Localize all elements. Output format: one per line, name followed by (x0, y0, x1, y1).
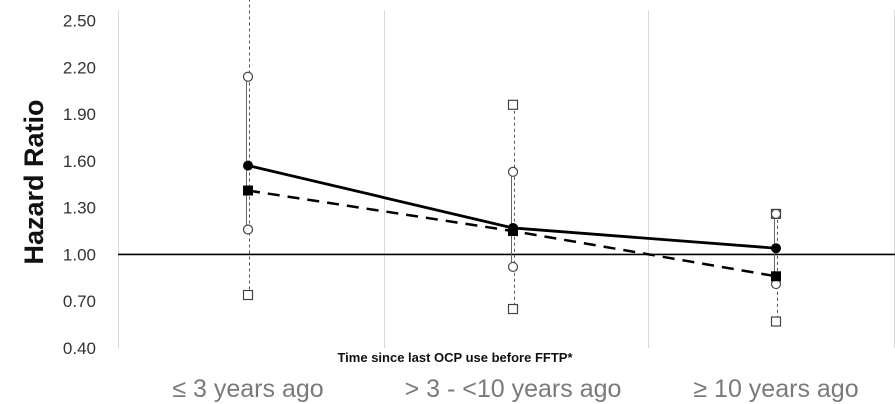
label-layer: ≤ 3 years ago > 3 - <10 years ago ≥ 10 yea… (172, 375, 858, 403)
ci-marker-circle (770, 208, 782, 220)
ci-marker-circle (242, 224, 254, 235)
ci-marker-square (507, 99, 519, 110)
ci-marker-circle (507, 261, 519, 273)
series-layer (242, 0, 782, 327)
ci-marker-circle (507, 166, 519, 177)
y-tick-label: 1.30 (63, 199, 96, 218)
point-marker-circle (771, 243, 781, 254)
y-tick-label: 0.70 (63, 292, 96, 311)
y-axis-label: Hazard Ratio (19, 99, 49, 264)
category-label: ≥ 10 years ago (693, 375, 858, 403)
y-tick-label: 2.20 (63, 58, 96, 77)
y-tick-label: 2.50 (63, 12, 96, 31)
grid-layer (118, 10, 895, 348)
y-tick-label: 1.90 (63, 105, 96, 124)
chart-annotation: Time since last OCP use before FFTP* (337, 350, 573, 365)
category-label: > 3 - <10 years ago (405, 375, 622, 403)
ci-marker-square (242, 289, 254, 301)
point-marker-circle (508, 222, 518, 233)
point-marker-circle (243, 160, 253, 171)
y-tick-label: 0.40 (63, 339, 96, 358)
axis-layer: 0.40 0.70 1.00 1.30 1.60 1.90 2.20 2.50 (63, 12, 895, 358)
point-marker-square (243, 185, 253, 196)
ci-marker-square (770, 316, 782, 327)
y-tick-label: 1.00 (63, 245, 96, 264)
ci-marker-square (507, 303, 519, 315)
category-label: ≤ 3 years ago (172, 375, 323, 403)
point-marker-square (771, 271, 781, 282)
y-tick-label: 1.60 (63, 152, 96, 171)
ci-marker-circle (242, 71, 254, 82)
